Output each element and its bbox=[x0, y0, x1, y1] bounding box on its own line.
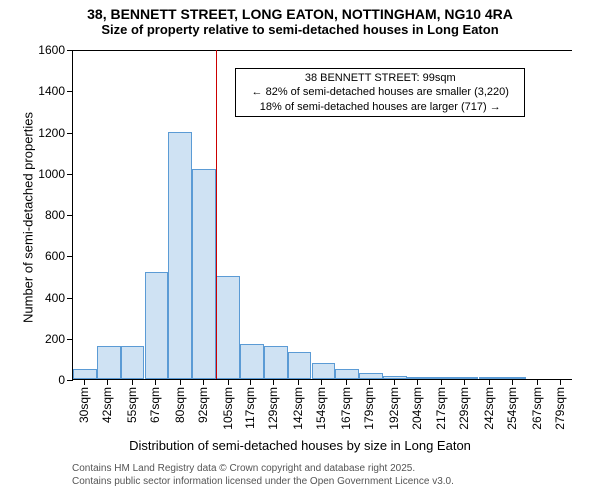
x-tick-label: 167sqm bbox=[339, 387, 353, 430]
histogram-bar bbox=[240, 344, 264, 379]
x-tick bbox=[250, 379, 251, 385]
x-tick-label: 42sqm bbox=[100, 387, 114, 423]
chart-title: 38, BENNETT STREET, LONG EATON, NOTTINGH… bbox=[0, 6, 600, 37]
x-tick bbox=[394, 379, 395, 385]
x-tick-label: 267sqm bbox=[530, 387, 544, 430]
x-tick-label: 80sqm bbox=[173, 387, 187, 423]
y-tick-label: 1000 bbox=[38, 167, 65, 181]
y-tick bbox=[67, 50, 73, 51]
histogram-bar bbox=[168, 132, 192, 380]
annotation-line2: ← 82% of semi-detached houses are smalle… bbox=[240, 85, 520, 99]
footer-line-1: Contains HM Land Registry data © Crown c… bbox=[72, 462, 454, 475]
x-tick bbox=[512, 379, 513, 385]
y-tick bbox=[67, 133, 73, 134]
x-tick bbox=[228, 379, 229, 385]
y-tick bbox=[67, 256, 73, 257]
title-line-1: 38, BENNETT STREET, LONG EATON, NOTTINGH… bbox=[0, 6, 600, 22]
histogram-bar bbox=[264, 346, 288, 379]
x-tick-label: 217sqm bbox=[434, 387, 448, 430]
x-tick-label: 129sqm bbox=[266, 387, 280, 430]
y-tick-label: 0 bbox=[58, 373, 65, 387]
histogram-bar bbox=[97, 346, 121, 379]
y-tick bbox=[67, 215, 73, 216]
x-tick bbox=[321, 379, 322, 385]
x-tick-label: 92sqm bbox=[196, 387, 210, 423]
footer-line-2: Contains public sector information licen… bbox=[72, 475, 454, 488]
histogram-bar bbox=[288, 352, 312, 379]
x-tick bbox=[560, 379, 561, 385]
annotation-box: 38 BENNETT STREET: 99sqm← 82% of semi-de… bbox=[235, 68, 525, 117]
y-tick-label: 400 bbox=[45, 291, 65, 305]
x-tick-label: 179sqm bbox=[362, 387, 376, 430]
y-tick bbox=[67, 298, 73, 299]
x-tick bbox=[298, 379, 299, 385]
annotation-line1: 38 BENNETT STREET: 99sqm bbox=[240, 71, 520, 85]
y-tick bbox=[67, 91, 73, 92]
histogram-bar bbox=[407, 377, 431, 379]
x-tick-label: 242sqm bbox=[482, 387, 496, 430]
y-tick-label: 800 bbox=[45, 208, 65, 222]
x-tick bbox=[84, 379, 85, 385]
x-tick-label: 154sqm bbox=[314, 387, 328, 430]
histogram-bar bbox=[455, 377, 479, 379]
x-tick bbox=[203, 379, 204, 385]
chart-container: 38, BENNETT STREET, LONG EATON, NOTTINGH… bbox=[0, 0, 600, 500]
histogram-bar bbox=[502, 377, 526, 379]
x-tick bbox=[537, 379, 538, 385]
x-axis-label: Distribution of semi-detached houses by … bbox=[0, 438, 600, 453]
x-tick bbox=[273, 379, 274, 385]
y-tick bbox=[67, 380, 73, 381]
title-line-2: Size of property relative to semi-detach… bbox=[0, 22, 600, 37]
plot-area: 0200400600800100012001400160030sqm42sqm5… bbox=[72, 50, 572, 380]
histogram-bar bbox=[145, 272, 169, 379]
histogram-bar bbox=[431, 377, 455, 379]
reference-line bbox=[216, 50, 217, 379]
histogram-bar bbox=[121, 346, 145, 379]
x-tick bbox=[132, 379, 133, 385]
y-tick-label: 200 bbox=[45, 332, 65, 346]
x-tick-label: 117sqm bbox=[243, 387, 257, 429]
y-tick bbox=[67, 339, 73, 340]
y-axis-label: Number of semi-detached properties bbox=[21, 98, 36, 338]
x-tick bbox=[180, 379, 181, 385]
x-tick bbox=[441, 379, 442, 385]
x-tick bbox=[155, 379, 156, 385]
x-tick bbox=[417, 379, 418, 385]
x-tick-label: 254sqm bbox=[505, 387, 519, 430]
y-tick bbox=[67, 174, 73, 175]
x-tick-label: 142sqm bbox=[291, 387, 305, 430]
y-tick-label: 600 bbox=[45, 249, 65, 263]
y-tick-label: 1400 bbox=[38, 84, 65, 98]
x-tick bbox=[464, 379, 465, 385]
y-tick-label: 1200 bbox=[38, 126, 65, 140]
x-tick-label: 55sqm bbox=[125, 387, 139, 423]
x-tick-label: 30sqm bbox=[77, 387, 91, 423]
x-tick-label: 105sqm bbox=[221, 387, 235, 430]
y-tick-label: 1600 bbox=[38, 43, 65, 57]
x-tick-label: 279sqm bbox=[553, 387, 567, 430]
histogram-bar bbox=[192, 169, 216, 379]
x-tick-label: 192sqm bbox=[387, 387, 401, 430]
x-tick-label: 67sqm bbox=[148, 387, 162, 423]
x-tick-label: 229sqm bbox=[457, 387, 471, 430]
x-tick bbox=[107, 379, 108, 385]
x-tick bbox=[369, 379, 370, 385]
x-tick-label: 204sqm bbox=[410, 387, 424, 430]
annotation-line3: 18% of semi-detached houses are larger (… bbox=[240, 100, 520, 114]
gridline-top bbox=[73, 50, 572, 51]
histogram-bar bbox=[335, 369, 359, 379]
histogram-bar bbox=[216, 276, 240, 379]
histogram-bar bbox=[479, 377, 503, 379]
x-tick bbox=[346, 379, 347, 385]
footer-attribution: Contains HM Land Registry data © Crown c… bbox=[72, 462, 454, 488]
histogram-bar bbox=[359, 373, 383, 379]
histogram-bar bbox=[383, 376, 407, 379]
histogram-bar bbox=[312, 363, 336, 380]
histogram-bar bbox=[73, 369, 97, 379]
x-tick bbox=[489, 379, 490, 385]
